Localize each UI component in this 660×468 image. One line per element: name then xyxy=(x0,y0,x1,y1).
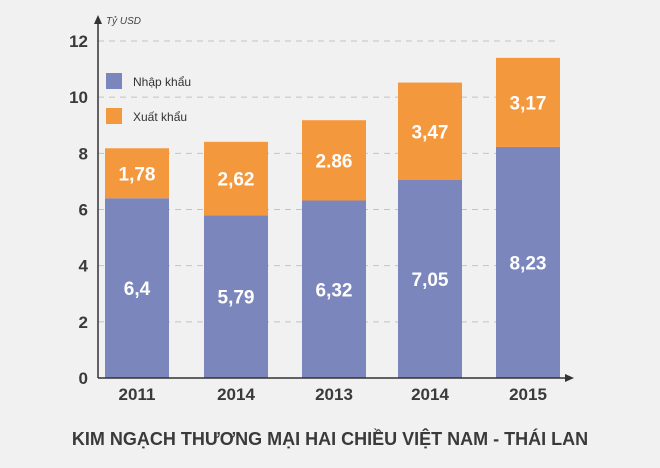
bar-value-label: 3,47 xyxy=(412,122,449,143)
y-tick-label: 12 xyxy=(69,32,88,51)
axes xyxy=(94,15,574,382)
y-tick-label: 2 xyxy=(79,313,88,332)
bar-segment xyxy=(398,82,462,181)
y-tick-label: 8 xyxy=(79,144,88,163)
x-tick-label: 2011 xyxy=(119,385,156,404)
bar-segment xyxy=(496,146,560,378)
bar-segment xyxy=(496,57,560,147)
x-tick-label: 2014 xyxy=(411,385,449,404)
legend: Nhập khẩu Xuất khẩu xyxy=(106,73,191,124)
legend-swatch xyxy=(106,73,122,89)
bar-value-label: 7,05 xyxy=(412,270,449,291)
legend-swatch xyxy=(106,108,122,124)
bar-segment xyxy=(204,215,268,378)
x-tick-label: 2013 xyxy=(315,385,353,404)
bar-value-label: 5,79 xyxy=(218,288,255,309)
legend-label: Xuất khẩu xyxy=(133,110,187,124)
y-axis-unit: Tỷ USD xyxy=(106,15,141,27)
bar-value-label: 2.86 xyxy=(316,151,353,172)
bar-value-label: 8,23 xyxy=(510,253,547,274)
bar-segment xyxy=(398,180,462,378)
bar-segment xyxy=(302,120,366,201)
y-ticks: 0 2 4 6 8 10 12 xyxy=(69,32,88,388)
bar-value-label: 6,32 xyxy=(316,280,353,301)
bar-value-label: 1,78 xyxy=(119,164,156,185)
y-tick-label: 0 xyxy=(79,369,88,388)
y-tick-label: 10 xyxy=(69,88,88,107)
bar-segment xyxy=(204,141,268,216)
x-tick-label: 2014 xyxy=(217,385,255,404)
x-tick-label: 2015 xyxy=(509,385,547,404)
bar-segment xyxy=(302,200,366,378)
x-ticks: 2011 2014 2013 2014 2015 xyxy=(119,385,547,404)
bars: 6,4 1,78 5,79 2,62 6,32 2.86 7,05 3,47 8,23 3,17 xyxy=(105,57,560,378)
bar-value-label: 2,62 xyxy=(218,170,255,191)
y-tick-label: 4 xyxy=(79,257,89,276)
legend-label: Nhập khẩu xyxy=(133,75,191,89)
bar-value-label: 3,17 xyxy=(510,93,547,114)
chart-title: KIM NGẠCH THƯƠNG MẠI HAI CHIỀU VIỆT NAM … xyxy=(72,428,588,449)
bar-segment xyxy=(105,198,169,378)
y-axis-arrow xyxy=(94,15,102,24)
y-tick-label: 6 xyxy=(79,201,88,220)
bar-value-label: 6,4 xyxy=(124,279,151,300)
bar-segment xyxy=(105,148,169,199)
x-axis-arrow xyxy=(565,374,574,382)
